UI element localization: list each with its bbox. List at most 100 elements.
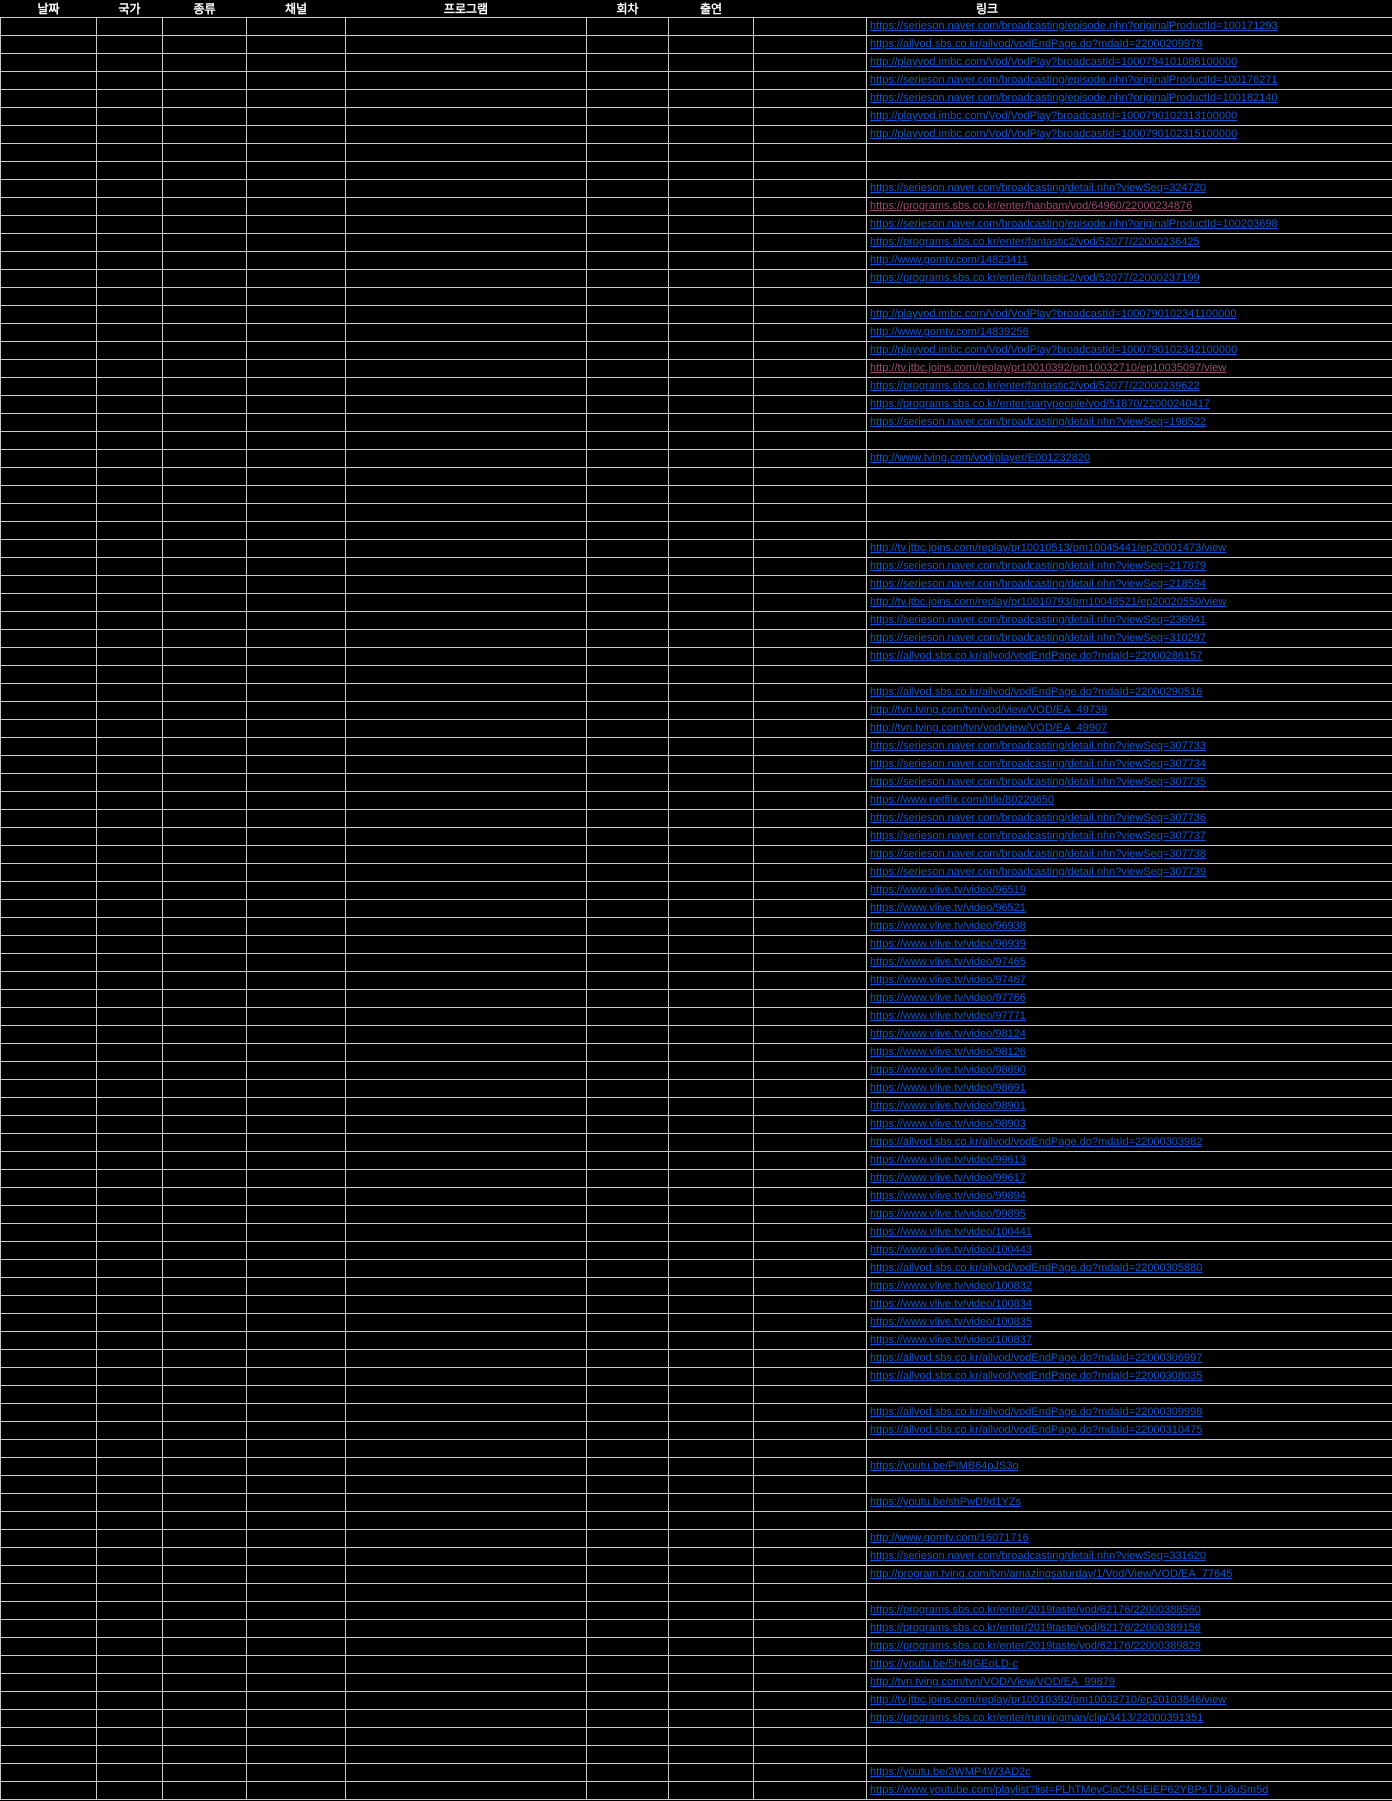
hyperlink[interactable]: https://www.vlive.tv/video/96519: [870, 884, 1026, 896]
hyperlink[interactable]: https://serieson.naver.com/broadcasting/…: [870, 758, 1207, 770]
hyperlink[interactable]: http://tv.jtbc.joins.com/replay/pr100103…: [870, 1694, 1227, 1706]
hyperlink[interactable]: https://www.vlive.tv/video/98691: [870, 1082, 1026, 1094]
hyperlink[interactable]: https://serieson.naver.com/broadcasting/…: [870, 830, 1207, 842]
hyperlink[interactable]: https://www.vlive.tv/video/98903: [870, 1118, 1026, 1130]
hyperlink[interactable]: https://www.vlive.tv/video/99895: [870, 1208, 1026, 1220]
hyperlink[interactable]: https://www.vlive.tv/video/100832: [870, 1280, 1033, 1292]
hyperlink[interactable]: https://www.vlive.tv/video/97766: [870, 992, 1026, 1004]
hyperlink[interactable]: https://www.vlive.tv/video/100443: [870, 1244, 1033, 1256]
hyperlink[interactable]: https://serieson.naver.com/broadcasting/…: [870, 182, 1207, 194]
hyperlink[interactable]: https://programs.sbs.co.kr/enter/2019tas…: [870, 1640, 1201, 1652]
hyperlink[interactable]: https://programs.sbs.co.kr/enter/2019tas…: [870, 1604, 1201, 1616]
cell-episode: [586, 917, 669, 936]
hyperlink[interactable]: http://tvn.tving.com/tvn/vod/view/VOD/EA…: [870, 722, 1108, 734]
hyperlink[interactable]: https://serieson.naver.com/broadcasting/…: [870, 74, 1278, 86]
hyperlink[interactable]: https://serieson.naver.com/broadcasting/…: [870, 632, 1207, 644]
hyperlink[interactable]: http://tvn.tving.com/tvn/VOD/View/VOD/EA…: [870, 1676, 1115, 1688]
hyperlink[interactable]: https://serieson.naver.com/broadcasting/…: [870, 416, 1207, 428]
hyperlink[interactable]: https://www.vlive.tv/video/98126: [870, 1046, 1026, 1058]
hyperlink[interactable]: https://allvod.sbs.co.kr/allvod/vodEndPa…: [870, 1424, 1203, 1436]
hyperlink[interactable]: http://tvn.tving.com/tvn/vod/view/VOD/EA…: [870, 704, 1108, 716]
hyperlink[interactable]: http://www.gomtv.com/14839256: [870, 326, 1029, 338]
cell-spacer: [753, 197, 867, 216]
hyperlink[interactable]: https://serieson.naver.com/broadcasting/…: [870, 1550, 1207, 1562]
table-row: https://serieson.naver.com/broadcasting/…: [0, 845, 1392, 864]
hyperlink[interactable]: https://programs.sbs.co.kr/enter/2019tas…: [870, 1622, 1201, 1634]
hyperlink[interactable]: https://programs.sbs.co.kr/enter/fantast…: [870, 236, 1200, 248]
hyperlink[interactable]: http://www.gomtv.com/16071716: [870, 1532, 1029, 1544]
cell-link: https://allvod.sbs.co.kr/allvod/vodEndPa…: [866, 1133, 1392, 1152]
hyperlink[interactable]: https://allvod.sbs.co.kr/allvod/vodEndPa…: [870, 1370, 1203, 1382]
hyperlink[interactable]: http://www.gomtv.com/14823411: [870, 254, 1028, 266]
cell-type: [162, 485, 247, 504]
hyperlink[interactable]: https://www.vlive.tv/video/98901: [870, 1100, 1026, 1112]
cell-episode: [586, 287, 669, 306]
hyperlink[interactable]: https://allvod.sbs.co.kr/allvod/vodEndPa…: [870, 1352, 1203, 1364]
hyperlink[interactable]: https://www.vlive.tv/video/96521: [870, 902, 1026, 914]
cell-episode: [586, 1583, 669, 1602]
hyperlink[interactable]: http://playvod.imbc.com/Vod/VodPlay?broa…: [870, 128, 1238, 140]
cell-type: [162, 1511, 247, 1530]
hyperlink[interactable]: https://youtu.be/3WMP4W3AD2c: [870, 1766, 1031, 1778]
hyperlink[interactable]: http://playvod.imbc.com/Vod/VodPlay?broa…: [870, 308, 1237, 320]
hyperlink[interactable]: https://serieson.naver.com/broadcasting/…: [870, 866, 1207, 878]
hyperlink[interactable]: https://youtu.be/5h48GEoLD-c: [870, 1658, 1018, 1670]
hyperlink[interactable]: http://program.tving.com/tvn/amazingsatu…: [870, 1568, 1233, 1580]
hyperlink[interactable]: https://serieson.naver.com/broadcasting/…: [870, 218, 1278, 230]
hyperlink[interactable]: https://www.vlive.tv/video/100835: [870, 1316, 1033, 1328]
hyperlink[interactable]: https://www.vlive.tv/video/100834: [870, 1298, 1033, 1310]
cell-spacer: [753, 125, 867, 144]
hyperlink[interactable]: https://www.vlive.tv/video/97771: [870, 1010, 1026, 1022]
hyperlink[interactable]: https://www.vlive.tv/video/96939: [870, 938, 1026, 950]
hyperlink[interactable]: https://serieson.naver.com/broadcasting/…: [870, 848, 1207, 860]
hyperlink[interactable]: https://www.vlive.tv/video/99617: [870, 1172, 1026, 1184]
hyperlink[interactable]: https://youtu.be/PIMB64pJS3o: [870, 1460, 1019, 1472]
table-row: https://www.vlive.tv/video/97766: [0, 989, 1392, 1008]
hyperlink[interactable]: https://www.vlive.tv/video/97465: [870, 956, 1026, 968]
hyperlink[interactable]: https://www.vlive.tv/video/100837: [870, 1334, 1033, 1346]
hyperlink[interactable]: http://playvod.imbc.com/Vod/VodPlay?broa…: [870, 56, 1238, 68]
hyperlink[interactable]: http://www.tving.com/vod/player/E0012328…: [870, 452, 1091, 464]
hyperlink[interactable]: https://serieson.naver.com/broadcasting/…: [870, 776, 1207, 788]
hyperlink[interactable]: http://playvod.imbc.com/Vod/VodPlay?broa…: [870, 110, 1238, 122]
cell-link: https://www.vlive.tv/video/99613: [866, 1151, 1392, 1170]
hyperlink[interactable]: https://www.vlive.tv/video/96938: [870, 920, 1026, 932]
hyperlink[interactable]: https://www.youtube.com/playlist?list=PL…: [870, 1784, 1269, 1796]
hyperlink[interactable]: https://www.vlive.tv/video/97467: [870, 974, 1026, 986]
hyperlink[interactable]: https://allvod.sbs.co.kr/allvod/vodEndPa…: [870, 1406, 1203, 1418]
hyperlink[interactable]: https://allvod.sbs.co.kr/allvod/vodEndPa…: [870, 650, 1203, 662]
hyperlink[interactable]: https://serieson.naver.com/broadcasting/…: [870, 614, 1207, 626]
hyperlink[interactable]: https://www.vlive.tv/video/98124: [870, 1028, 1026, 1040]
hyperlink[interactable]: https://allvod.sbs.co.kr/allvod/vodEndPa…: [870, 38, 1203, 50]
cell-program: [345, 1583, 587, 1602]
cell-channel: [246, 1169, 346, 1188]
hyperlink[interactable]: https://programs.sbs.co.kr/enter/fantast…: [870, 380, 1200, 392]
hyperlink[interactable]: https://serieson.naver.com/broadcasting/…: [870, 92, 1278, 104]
hyperlink[interactable]: https://serieson.naver.com/broadcasting/…: [870, 20, 1278, 32]
hyperlink[interactable]: https://programs.sbs.co.kr/enter/fantast…: [870, 272, 1200, 284]
hyperlink[interactable]: https://www.vlive.tv/video/98690: [870, 1064, 1026, 1076]
hyperlink[interactable]: https://allvod.sbs.co.kr/allvod/vodEndPa…: [870, 1136, 1203, 1148]
hyperlink[interactable]: https://www.vlive.tv/video/99613: [870, 1154, 1026, 1166]
hyperlink[interactable]: http://playvod.imbc.com/Vod/VodPlay?broa…: [870, 344, 1238, 356]
hyperlink[interactable]: https://serieson.naver.com/broadcasting/…: [870, 560, 1207, 572]
hyperlink[interactable]: https://programs.sbs.co.kr/enter/hanbam/…: [870, 200, 1193, 212]
hyperlink[interactable]: https://serieson.naver.com/broadcasting/…: [870, 740, 1207, 752]
hyperlink[interactable]: https://allvod.sbs.co.kr/allvod/vodEndPa…: [870, 686, 1203, 698]
hyperlink[interactable]: https://allvod.sbs.co.kr/allvod/vodEndPa…: [870, 1262, 1203, 1274]
cell-date: [0, 1277, 97, 1296]
hyperlink[interactable]: http://tv.jtbc.joins.com/replay/pr100103…: [870, 362, 1227, 374]
hyperlink[interactable]: https://serieson.naver.com/broadcasting/…: [870, 812, 1207, 824]
hyperlink[interactable]: http://tv.jtbc.joins.com/replay/pr100105…: [870, 542, 1227, 554]
hyperlink[interactable]: https://programs.sbs.co.kr/enter/partype…: [870, 398, 1211, 410]
hyperlink[interactable]: https://serieson.naver.com/broadcasting/…: [870, 578, 1207, 590]
cell-episode: [586, 413, 669, 432]
cell-type: [162, 1565, 247, 1584]
hyperlink[interactable]: https://www.vlive.tv/video/99894: [870, 1190, 1026, 1202]
hyperlink[interactable]: https://youtu.be/shPwD9d1YZs: [870, 1496, 1022, 1508]
hyperlink[interactable]: https://programs.sbs.co.kr/enter/running…: [870, 1712, 1204, 1724]
cell-program: [345, 395, 587, 414]
hyperlink[interactable]: https://www.vlive.tv/video/100441: [870, 1226, 1033, 1238]
hyperlink[interactable]: http://tv.jtbc.joins.com/replay/pr100107…: [870, 596, 1227, 608]
hyperlink[interactable]: https://www.netflix.com/title/80220650: [870, 794, 1055, 806]
